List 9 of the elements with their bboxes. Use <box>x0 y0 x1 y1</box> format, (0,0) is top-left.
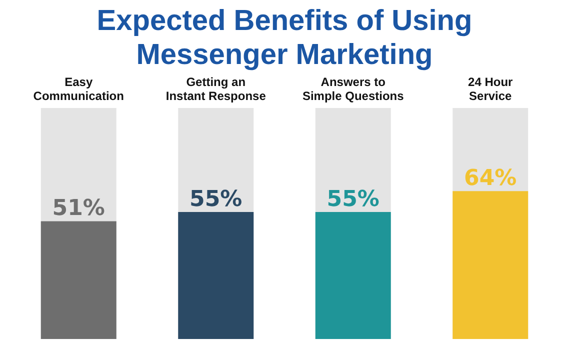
x-tick-label: Getting an Instant Response <box>166 75 266 103</box>
data-label: 55% <box>190 186 242 212</box>
data-label: 51% <box>52 196 105 222</box>
data-label: 55% <box>326 186 380 212</box>
x-tick-label: Answers to Simple Questions <box>302 75 404 103</box>
chart-title: Expected Benefits of Using Messenger Marketing <box>96 4 474 72</box>
x-tick-label: Easy Communication <box>33 75 124 103</box>
x-tick-label: 24 Hour Service <box>468 75 514 103</box>
data-label: 64% <box>464 166 517 192</box>
